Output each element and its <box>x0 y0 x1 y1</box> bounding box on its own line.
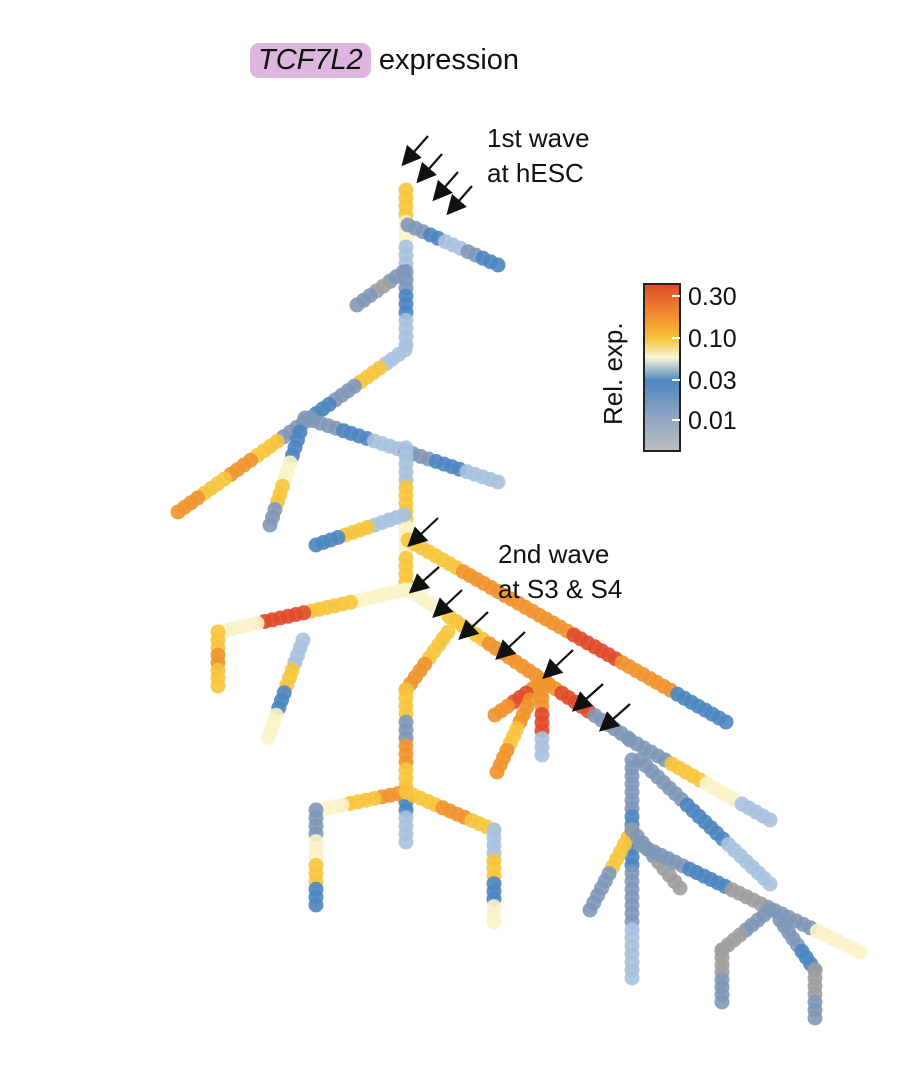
arrow-icon <box>495 631 526 661</box>
arrow-icon <box>408 566 440 594</box>
branch-orange-sub2 <box>489 692 538 780</box>
annotation-line: 2nd wave <box>498 539 610 569</box>
branch-right-spray-1 <box>622 732 778 828</box>
arrow-icon <box>598 703 631 732</box>
annotation-first-wave: 1st wave at hESC <box>487 121 590 191</box>
arrows-layer <box>401 135 631 732</box>
branch-left-small <box>262 424 308 533</box>
branch-bottom-right-drop <box>486 822 502 930</box>
branch-center-down <box>398 682 414 850</box>
branch-hesc-branch <box>400 217 506 273</box>
annotation-line: at S3 & S4 <box>498 574 623 604</box>
title-suffix: expression <box>370 44 520 76</box>
cell-dot <box>308 537 324 553</box>
cell-dot <box>490 257 506 273</box>
branch-bottom-arm-right <box>398 784 502 838</box>
cell-dot <box>490 474 506 490</box>
cell-dot <box>170 504 186 520</box>
arrow-icon <box>446 185 473 216</box>
arrow-icon <box>407 517 439 548</box>
arrow-icon <box>416 153 443 184</box>
cell-dot <box>210 678 226 694</box>
branch-grey-small-right-drop <box>807 962 823 1026</box>
branch-left-spur <box>308 507 412 553</box>
cell-dot <box>714 994 730 1010</box>
arrow-icon <box>432 171 459 202</box>
arrow-icon <box>401 135 429 167</box>
legend-title: Rel. exp. <box>598 322 628 425</box>
cell-dot <box>487 707 503 723</box>
cell-dot <box>349 297 365 313</box>
cell-dot <box>582 902 598 918</box>
legend-ticks <box>672 295 680 421</box>
branch-bottom-left-drop <box>308 802 324 913</box>
arrow-icon <box>432 589 463 619</box>
cell-dot <box>534 747 550 763</box>
legend-tick-label: 0.01 <box>688 407 737 435</box>
cell-dot <box>807 1010 823 1026</box>
branch-grey-small-left-drop <box>714 942 730 1010</box>
cell-dot <box>852 944 868 960</box>
cell-dot <box>260 730 276 746</box>
legend-tick-label: 0.10 <box>688 325 737 353</box>
cell-dot <box>718 714 734 730</box>
annotation-line: at hESC <box>487 158 584 188</box>
arrow-icon <box>542 649 574 680</box>
branch-orange-sub <box>534 682 550 763</box>
branch-hesc-left-stub <box>349 264 411 313</box>
cell-dot <box>762 812 778 828</box>
annotation-second-wave: 2nd wave at S3 & S4 <box>498 537 622 607</box>
cell-dot <box>262 517 278 533</box>
cell-dot <box>672 880 688 896</box>
branch-diag-upper <box>302 342 413 426</box>
branch-orange-long <box>400 532 734 730</box>
legend-colorbar <box>643 283 681 452</box>
cell-dot <box>624 970 640 986</box>
branch-pale-left <box>210 582 413 640</box>
branch-pale-drop <box>210 624 226 694</box>
cell-dot <box>486 914 502 930</box>
cell-dot <box>308 897 324 913</box>
branch-grey-drop <box>624 752 640 986</box>
cell-dot <box>398 834 414 850</box>
branch-right-spray-2 <box>632 752 778 892</box>
branch-blue-drop <box>260 632 311 746</box>
legend-tick-label: 0.30 <box>688 283 737 311</box>
cell-dot <box>489 764 505 780</box>
branch-left-long <box>170 410 318 520</box>
branch-bottom-arm-left <box>310 784 414 818</box>
legend-tick-label: 0.03 <box>688 367 737 395</box>
branch-grey-long <box>632 837 868 960</box>
annotation-line: 1st wave <box>487 123 590 153</box>
gene-name: TCF7L2 <box>250 43 371 78</box>
cell-dot <box>762 876 778 892</box>
chart-title: TCF7L2 expression <box>250 42 519 78</box>
branch-trunk-top <box>398 182 414 353</box>
arrow-icon <box>571 683 604 712</box>
arrow-icon <box>458 611 489 641</box>
